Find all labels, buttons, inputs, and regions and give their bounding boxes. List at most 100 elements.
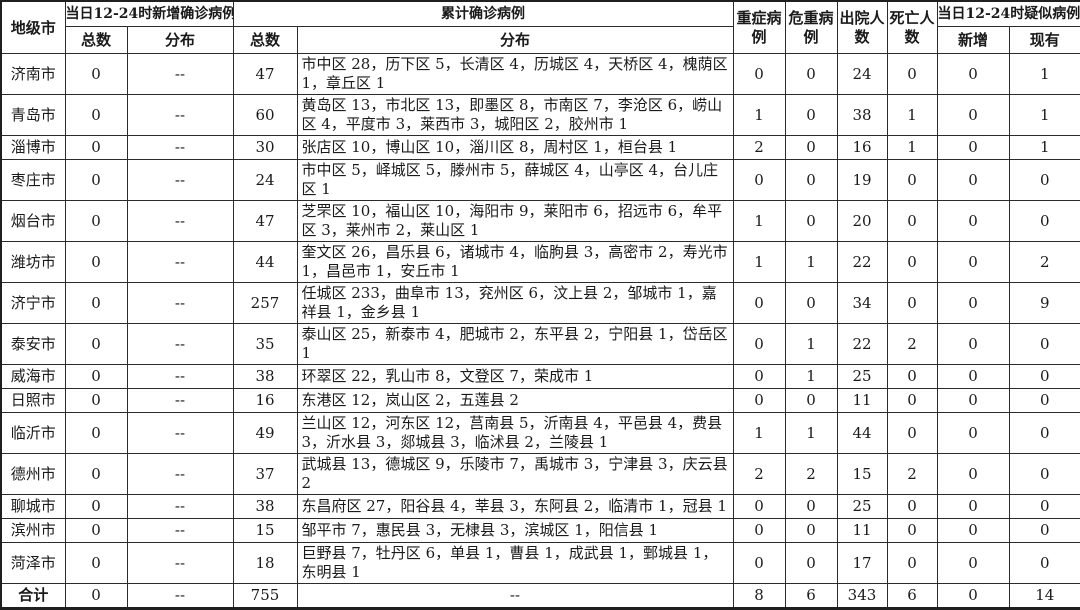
- table-body: 济南市 0 -- 47 市中区 28，历下区 5，长清区 4，历城区 4，天桥区…: [0, 53, 1080, 609]
- table-row: 泰安市 0 -- 35 泰山区 25，新泰市 4，肥城市 2，东平县 2，宁阳县…: [0, 323, 1080, 365]
- table-row: 烟台市 0 -- 47 芝罘区 10，福山区 10，海阳市 9，莱阳市 6，招远…: [0, 200, 1080, 242]
- header-new-total: 总数: [64, 26, 128, 54]
- new-dist-cell: --: [126, 94, 234, 136]
- discharged-cell: 11: [836, 518, 888, 543]
- table-header: 地级市 当日12-24时新增确诊病例 累计确诊病例 重症病例 危重病例 出院人数…: [0, 0, 1080, 54]
- susp-new-cell: 0: [936, 200, 1010, 242]
- new-total-cell: 0: [64, 159, 128, 201]
- deaths-cell: 2: [886, 323, 938, 365]
- discharged-cell: 25: [836, 494, 888, 519]
- new-total-cell: 0: [64, 135, 128, 160]
- cum-total-cell: 49: [232, 412, 298, 454]
- critical-cell: 1: [784, 241, 838, 283]
- discharged-cell: 38: [836, 94, 888, 136]
- susp-new-cell: 0: [936, 453, 1010, 495]
- total-deaths-cell: 6: [886, 583, 938, 609]
- table-row: 滨州市 0 -- 15 邹平市 7，惠民县 3，无棣县 3，滨城区 1，阳信县 …: [0, 518, 1080, 543]
- discharged-cell: 44: [836, 412, 888, 454]
- severe-cell: 0: [732, 159, 786, 201]
- susp-new-cell: 0: [936, 282, 1010, 324]
- new-dist-cell: --: [126, 53, 234, 95]
- critical-cell: 0: [784, 200, 838, 242]
- city-cell: 临沂市: [0, 412, 66, 454]
- cum-dist-cell: 市中区 5，峄城区 5，滕州市 5，薛城区 4，山亭区 4，台儿庄区 1: [296, 159, 734, 201]
- susp-existing-cell: 0: [1008, 412, 1080, 454]
- cum-dist-cell: 任城区 233，曲阜市 13，兖州区 6，汶上县 2，邹城市 1，嘉祥县 1，金…: [296, 282, 734, 324]
- severe-cell: 2: [732, 453, 786, 495]
- critical-cell: 1: [784, 323, 838, 365]
- new-dist-cell: --: [126, 159, 234, 201]
- city-cell: 滨州市: [0, 518, 66, 543]
- cum-total-cell: 38: [232, 364, 298, 389]
- header-discharged: 出院人数: [836, 0, 888, 54]
- susp-existing-cell: 0: [1008, 159, 1080, 201]
- total-severe-cell: 8: [732, 583, 786, 609]
- cum-total-cell: 30: [232, 135, 298, 160]
- critical-cell: 0: [784, 53, 838, 95]
- cum-dist-cell: 环翠区 22，乳山市 8，文登区 7，荣成市 1: [296, 364, 734, 389]
- new-dist-cell: --: [126, 518, 234, 543]
- city-cell: 潍坊市: [0, 241, 66, 283]
- critical-cell: 0: [784, 94, 838, 136]
- city-cell: 日照市: [0, 388, 66, 413]
- discharged-cell: 15: [836, 453, 888, 495]
- table-row: 淄博市 0 -- 30 张店区 10，博山区 10，淄川区 8，周村区 1，桓台…: [0, 135, 1080, 160]
- cum-total-cell: 60: [232, 94, 298, 136]
- table-row: 枣庄市 0 -- 24 市中区 5，峄城区 5，滕州市 5，薛城区 4，山亭区 …: [0, 159, 1080, 201]
- deaths-cell: 0: [886, 364, 938, 389]
- header-new-confirmed-group: 当日12-24时新增确诊病例: [64, 0, 234, 27]
- cum-total-cell: 44: [232, 241, 298, 283]
- critical-cell: 0: [784, 135, 838, 160]
- susp-existing-cell: 0: [1008, 542, 1080, 584]
- susp-existing-cell: 0: [1008, 323, 1080, 365]
- susp-new-cell: 0: [936, 159, 1010, 201]
- severe-cell: 0: [732, 518, 786, 543]
- critical-cell: 1: [784, 412, 838, 454]
- critical-cell: 0: [784, 542, 838, 584]
- severe-cell: 0: [732, 494, 786, 519]
- new-dist-cell: --: [126, 494, 234, 519]
- severe-cell: 0: [732, 388, 786, 413]
- cum-total-cell: 38: [232, 494, 298, 519]
- city-cell: 淄博市: [0, 135, 66, 160]
- header-critical: 危重病例: [784, 0, 838, 54]
- severe-cell: 0: [732, 53, 786, 95]
- new-total-cell: 0: [64, 542, 128, 584]
- total-new-total-cell: 0: [64, 583, 128, 609]
- deaths-cell: 0: [886, 159, 938, 201]
- critical-cell: 1: [784, 364, 838, 389]
- deaths-cell: 0: [886, 282, 938, 324]
- city-cell: 威海市: [0, 364, 66, 389]
- new-total-cell: 0: [64, 453, 128, 495]
- cum-total-cell: 16: [232, 388, 298, 413]
- table-total-row: 合计 0 -- 755 -- 8 6 343 6 0 14: [0, 583, 1080, 609]
- discharged-cell: 22: [836, 241, 888, 283]
- table-row: 威海市 0 -- 38 环翠区 22，乳山市 8，文登区 7，荣成市 1 0 1…: [0, 364, 1080, 389]
- discharged-cell: 24: [836, 53, 888, 95]
- table-row: 临沂市 0 -- 49 兰山区 12，河东区 12，莒南县 5，沂南县 4，平邑…: [0, 412, 1080, 454]
- susp-new-cell: 0: [936, 518, 1010, 543]
- new-dist-cell: --: [126, 388, 234, 413]
- header-new-distribution: 分布: [126, 26, 234, 54]
- severe-cell: 0: [732, 364, 786, 389]
- susp-existing-cell: 0: [1008, 518, 1080, 543]
- susp-existing-cell: 1: [1008, 53, 1080, 95]
- table-row: 聊城市 0 -- 38 东昌府区 27，阳谷县 4，莘县 3，东阿县 2，临清市…: [0, 494, 1080, 519]
- city-cell: 德州市: [0, 453, 66, 495]
- total-cum-total-cell: 755: [232, 583, 298, 609]
- severe-cell: 1: [732, 94, 786, 136]
- cum-total-cell: 37: [232, 453, 298, 495]
- cum-total-cell: 47: [232, 200, 298, 242]
- city-cell: 泰安市: [0, 323, 66, 365]
- header-suspected-new: 新增: [936, 26, 1010, 54]
- critical-cell: 2: [784, 453, 838, 495]
- header-city: 地级市: [0, 0, 66, 54]
- table-row: 德州市 0 -- 37 武城县 13，德城区 9，乐陵市 7，禹城市 3，宁津县…: [0, 453, 1080, 495]
- cum-total-cell: 35: [232, 323, 298, 365]
- deaths-cell: 0: [886, 542, 938, 584]
- cum-dist-cell: 市中区 28，历下区 5，长清区 4，历城区 4，天桥区 4，槐荫区 1，章丘区…: [296, 53, 734, 95]
- critical-cell: 0: [784, 494, 838, 519]
- severe-cell: 1: [732, 412, 786, 454]
- city-cell: 青岛市: [0, 94, 66, 136]
- deaths-cell: 2: [886, 453, 938, 495]
